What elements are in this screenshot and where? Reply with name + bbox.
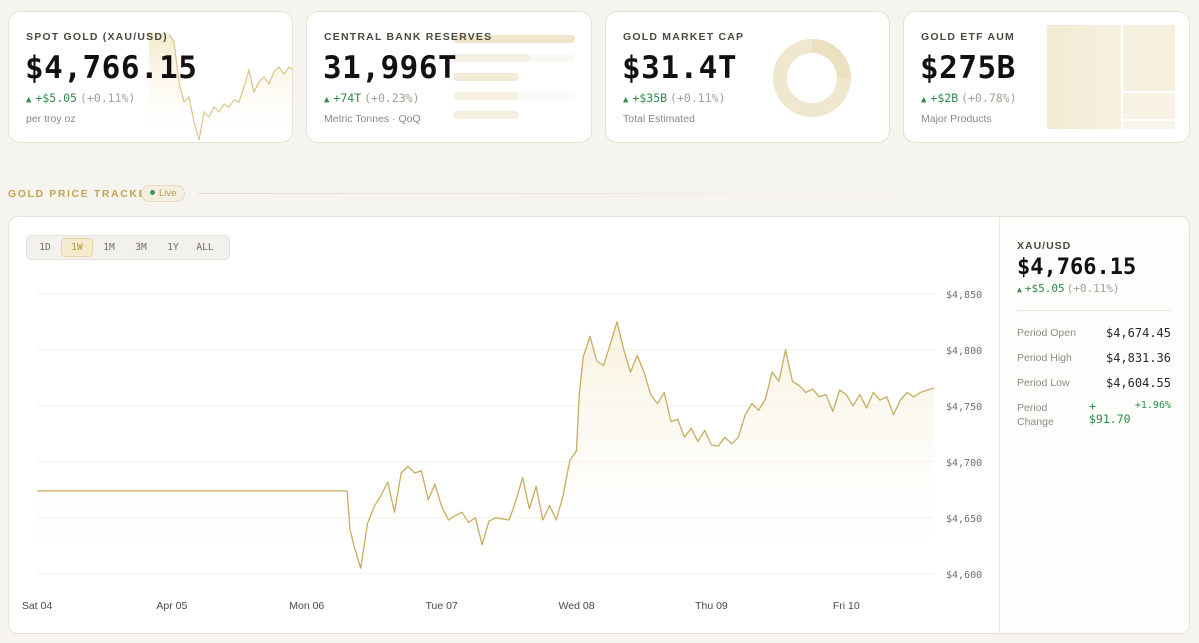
x-tick-label: Thu 09 [695, 600, 728, 612]
x-tick-label: Sat 04 [22, 600, 53, 612]
card-delta: ▲ +74T (+0.23%) [324, 91, 420, 105]
range-button-1m[interactable]: 1M [103, 242, 115, 253]
card-label: CENTRAL BANK RESERVES [324, 31, 493, 43]
card-value: $31.4T [622, 50, 737, 86]
card-value: 31,996T [323, 50, 458, 86]
range-button-1w[interactable]: 1W [61, 238, 93, 257]
card-value: $275B [920, 50, 1016, 86]
card-delta: ▲ +$5.05 (+0.11%) [26, 91, 135, 105]
time-range-selector: 1D 1W 1M 3M 1Y ALL [26, 235, 230, 260]
x-tick-label: Wed 08 [559, 600, 595, 612]
delta-value: +$5.05 [35, 91, 77, 105]
up-arrow-icon: ▲ [623, 95, 629, 105]
card-value: $4,766.15 [25, 50, 198, 86]
section-divider [198, 193, 928, 194]
price-chart-panel: $4,600 $4,650 $4,700 $4,750 $4,800 $4,850 Sat … [8, 216, 1190, 634]
card-subtitle: per troy oz [26, 113, 76, 125]
card-gold-market-cap[interactable]: GOLD MARKET CAP $31.4T ▲ +$35B (+0.11%) To… [605, 11, 890, 143]
range-button-1y[interactable]: 1Y [167, 242, 179, 253]
up-arrow-icon: ▲ [1017, 285, 1022, 294]
x-tick-label: Mon 06 [289, 600, 324, 612]
etf-treemap [1047, 25, 1175, 129]
pair-label: XAU/USD [1017, 240, 1072, 252]
spot-gold-sparkline [149, 32, 292, 142]
stat-row-period-high: Period High $4,831.36 [1017, 351, 1171, 372]
delta-percent: (+0.23%) [364, 91, 420, 105]
stat-row-period-open: Period Open $4,674.45 [1017, 326, 1171, 347]
range-button-all[interactable]: ALL [196, 242, 214, 253]
x-tick-label: Tue 07 [426, 600, 458, 612]
market-cap-donut [773, 39, 851, 117]
card-subtitle: Total Estimated [623, 113, 695, 125]
stat-value: $4,831.36 [1105, 351, 1171, 365]
stat-label: Period Low [1017, 377, 1070, 389]
x-tick-label: Apr 05 [156, 600, 187, 612]
card-subtitle: Major Products [921, 113, 992, 125]
price-change-percent: (+0.11%) [1066, 282, 1120, 295]
card-central-bank-reserves[interactable]: CENTRAL BANK RESERVES 31,996T ▲ +74T (+0.2… [306, 11, 592, 143]
y-tick-label: $4,750 [946, 402, 982, 413]
stat-label: Period Change [1017, 402, 1054, 428]
price-change-value: +$5.05 [1024, 282, 1065, 295]
series-line [37, 321, 935, 569]
up-arrow-icon: ▲ [921, 95, 927, 105]
delta-percent: (+0.78%) [961, 91, 1017, 105]
card-delta: ▲ +$2B (+0.78%) [921, 91, 1017, 105]
card-spot-gold[interactable]: SPOT GOLD (XAU/USD) $4,766.15 ▲ +$5.05 (+0… [8, 11, 293, 143]
live-badge-label: Live [159, 188, 177, 199]
up-arrow-icon: ▲ [324, 95, 330, 105]
stat-label: Period Open [1017, 327, 1076, 339]
x-tick-label: Fri 10 [833, 600, 860, 612]
card-subtitle: Metric Tonnes · QoQ [324, 113, 421, 125]
card-label: SPOT GOLD (XAU/USD) [26, 31, 168, 43]
delta-value: +$35B [632, 91, 668, 105]
stat-label: Period High [1017, 352, 1072, 364]
card-delta: ▲ +$35B (+0.11%) [623, 91, 725, 105]
y-tick-label: $4,600 [946, 570, 982, 581]
range-button-3m[interactable]: 3M [135, 242, 147, 253]
sidebar-divider [1017, 310, 1171, 311]
y-tick-label: $4,800 [946, 346, 982, 357]
period-change-percent: +1.96% [1134, 400, 1171, 411]
y-tick-label: $4,650 [946, 514, 982, 525]
delta-percent: (+0.11%) [670, 91, 726, 105]
section-title: GOLD PRICE TRACKER [8, 188, 157, 200]
price-summary-sidebar: XAU/USD $4,766.15 ▲ +$5.05 (+0.11%) Period… [999, 217, 1189, 633]
card-gold-etf-aum[interactable]: GOLD ETF AUM $275B ▲ +$2B (+0.78%) Major P… [903, 11, 1190, 143]
series-area [37, 321, 934, 585]
delta-value: +$2B [930, 91, 959, 105]
live-dot-icon [150, 190, 155, 195]
stat-cards: SPOT GOLD (XAU/USD) $4,766.15 ▲ +$5.05 (+0… [8, 11, 1190, 143]
card-label: GOLD ETF AUM [921, 31, 1015, 43]
y-tick-label: $4,850 [946, 290, 982, 301]
card-label: GOLD MARKET CAP [623, 31, 745, 43]
price-change: ▲ +$5.05 (+0.11%) [1017, 282, 1120, 295]
range-button-1d[interactable]: 1D [39, 242, 51, 253]
up-arrow-icon: ▲ [26, 95, 32, 105]
current-price: $4,766.15 [1017, 255, 1137, 280]
reserves-bars [453, 35, 575, 119]
live-badge: Live [141, 185, 186, 202]
stat-value: $4,674.45 [1105, 326, 1171, 340]
delta-percent: (+0.11%) [79, 91, 136, 105]
stat-value: $4,604.55 [1105, 376, 1171, 390]
delta-value: +74T [333, 91, 362, 105]
stat-row-period-low: Period Low $4,604.55 [1017, 376, 1171, 397]
period-change-value: + $91.70 [1089, 399, 1131, 426]
section-header: GOLD PRICE TRACKER Live [8, 184, 1188, 204]
stat-row-period-change: Period Change + $91.70 +1.96% [1017, 399, 1171, 433]
y-tick-label: $4,700 [946, 458, 982, 469]
price-chart: $4,600 $4,650 $4,700 $4,750 $4,800 $4,850 Sat … [22, 290, 982, 612]
